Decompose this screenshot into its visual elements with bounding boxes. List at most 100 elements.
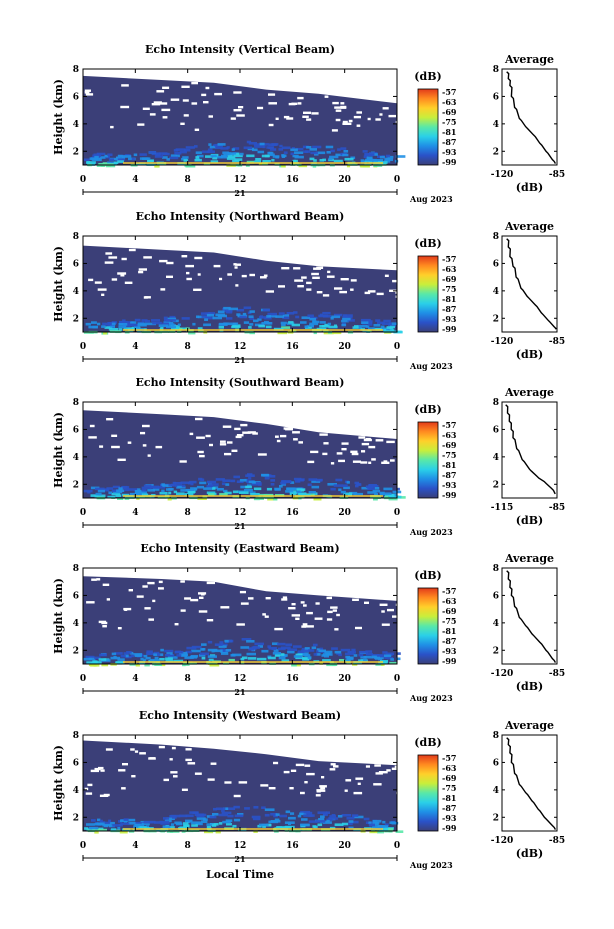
echo-cell (239, 315, 247, 319)
echo-cell (353, 654, 358, 657)
echo-cell (197, 327, 203, 330)
echo-cell (385, 154, 391, 158)
echo-gap-cell (376, 292, 384, 296)
echo-cell (277, 331, 288, 335)
echo-gap-cell (257, 453, 267, 456)
echo-cell (382, 651, 388, 654)
echo-gap-cell (220, 606, 230, 609)
echo-cell (135, 826, 142, 829)
echo-cell (217, 310, 225, 314)
echo-gap-cell (306, 611, 313, 615)
echo-gap-cell (329, 768, 336, 771)
colorbar-tick-label: -63 (442, 596, 457, 606)
avg-x-tick-label: -85 (549, 503, 565, 513)
echo-cell (274, 488, 281, 491)
echo-cell (134, 325, 140, 329)
echo-gap-cell (130, 748, 135, 751)
y-tick-label: 6 (73, 259, 79, 269)
echo-cell (315, 151, 326, 155)
echo-cell (334, 650, 342, 654)
echo-cell (274, 818, 280, 822)
echo-gap-cell (300, 791, 305, 795)
echo-cell (356, 483, 361, 486)
echo-cell (191, 649, 201, 653)
echo-cell (288, 816, 296, 820)
echo-cell (169, 156, 179, 160)
echo-cell (107, 161, 117, 165)
echo-cell (206, 823, 214, 826)
echo-cell (287, 650, 295, 654)
echo-cell (141, 489, 147, 492)
echo-cell (342, 315, 350, 319)
echo-cell (153, 821, 164, 824)
echo-cell (160, 326, 164, 330)
echo-gap-cell (304, 764, 311, 767)
echo-cell (184, 661, 193, 665)
echo-cell (131, 321, 137, 324)
echo-gap-cell (297, 96, 304, 100)
echo-gap-cell (240, 602, 249, 605)
echo-gap-cell (144, 296, 151, 299)
x-tick-label: 0 (80, 342, 86, 352)
echo-cell (274, 163, 280, 166)
echo-cell (322, 821, 332, 824)
echo-cell (359, 650, 368, 654)
echo-cell (225, 807, 236, 810)
echo-gap-cell (238, 781, 248, 784)
echo-gap-cell (322, 452, 328, 456)
echo-cell (285, 490, 294, 493)
echo-cell (196, 154, 204, 158)
no-echo-region (83, 69, 397, 104)
echo-cell (116, 156, 126, 160)
echo-cell (154, 152, 159, 155)
echo-gap-cell (242, 431, 251, 434)
avg-y-tick-label: 6 (493, 591, 499, 601)
echo-cell (228, 307, 238, 311)
echo-gap-cell (166, 275, 173, 278)
echo-gap-cell (316, 790, 321, 793)
echo-cell (211, 824, 217, 827)
echo-cell (382, 827, 389, 831)
echo-cell (206, 825, 212, 829)
echo-cell (238, 491, 249, 494)
echo-gap-cell (149, 113, 156, 116)
x-tick-label: 4 (132, 508, 138, 518)
x-axis-label-local-time: Local Time (206, 868, 274, 881)
echo-gap-cell (181, 85, 190, 88)
echo-cell (267, 312, 277, 316)
echo-gap-cell (320, 786, 326, 790)
echo-cell (371, 654, 380, 657)
echo-cell (295, 315, 300, 319)
echo-gap-cell (196, 436, 205, 439)
echo-gap-cell (340, 102, 345, 105)
echo-cell (167, 497, 172, 501)
echo-cell (121, 155, 132, 158)
echo-cell (101, 325, 106, 328)
echo-cell (251, 815, 261, 819)
echo-cell (388, 324, 396, 327)
echo-gap-cell (88, 278, 94, 282)
echo-cell (267, 645, 271, 648)
echo-cell (331, 647, 338, 650)
echo-gap-cell (210, 762, 217, 765)
average-title: Average (504, 220, 554, 233)
echo-cell (91, 321, 97, 324)
echo-gap-cell (183, 114, 189, 117)
echo-gap-cell (281, 267, 290, 270)
colorbar-tick-label: -57 (442, 87, 456, 97)
colorbar-tick-label: -87 (442, 470, 456, 480)
echo-cell (87, 490, 91, 494)
echo-cell (267, 656, 276, 660)
x-tick-label: 8 (185, 508, 191, 518)
echo-gap-cell (334, 106, 341, 109)
echo-cell (337, 815, 343, 818)
echo-cell (119, 320, 125, 324)
echo-cell (300, 649, 309, 653)
echo-gap-cell (353, 115, 361, 119)
echo-cell (382, 322, 392, 325)
echo-gap-cell (300, 601, 305, 604)
echo-gap-cell (169, 758, 173, 761)
echo-gap-cell (120, 105, 130, 109)
echo-cell (112, 485, 120, 489)
echo-gap-cell (375, 118, 381, 121)
